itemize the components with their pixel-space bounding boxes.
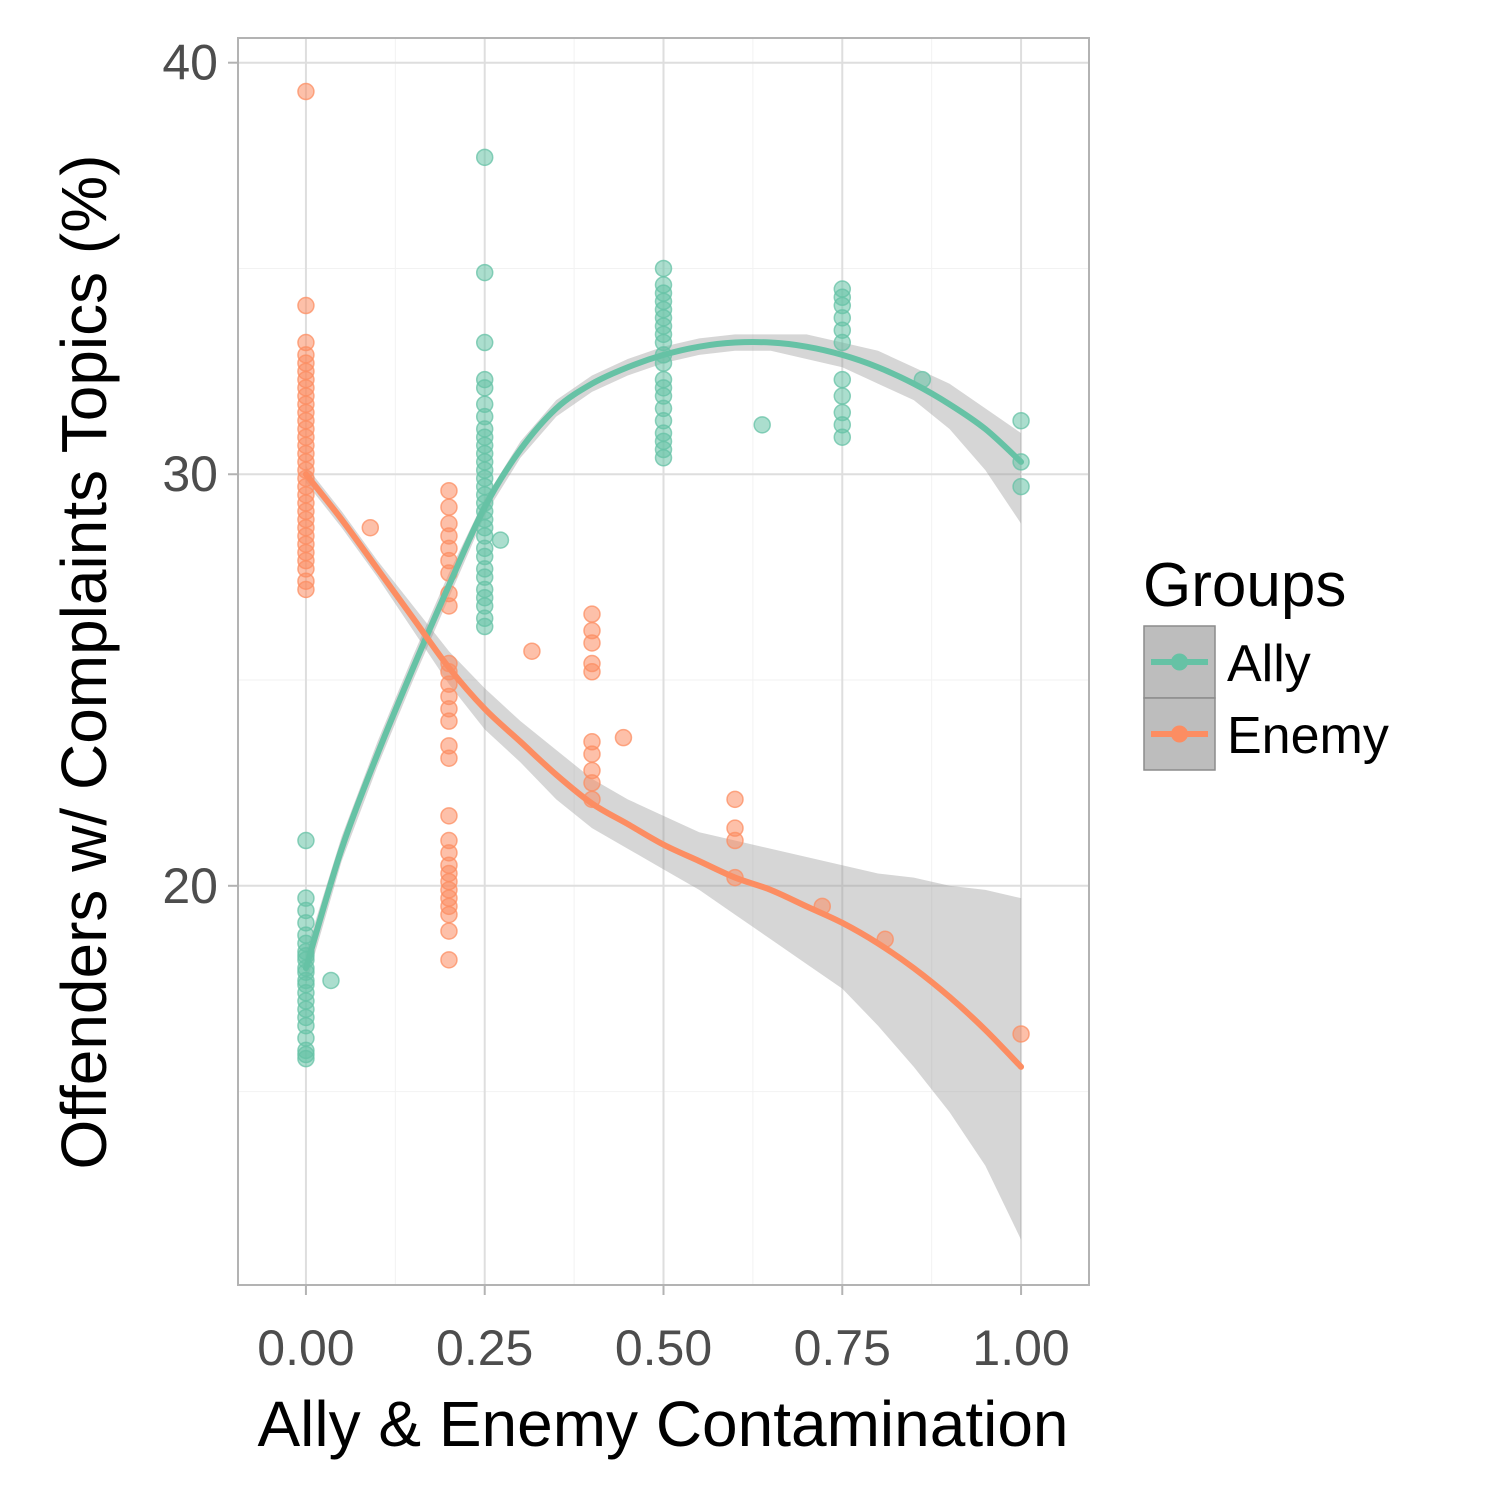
data-point-enemy — [583, 745, 601, 763]
data-point-ally — [1012, 477, 1030, 496]
y-tick-label: 20 — [162, 858, 218, 914]
x-tick-label: 0.00 — [257, 1320, 354, 1376]
data-point-enemy — [361, 518, 380, 537]
data-point-enemy — [440, 481, 458, 500]
data-point-enemy — [726, 831, 744, 850]
x-tick-label: 0.50 — [615, 1320, 712, 1376]
y-axis-title: Offenders w/ Complaints Topics (%) — [48, 155, 120, 1170]
x-tick-labels: 0.00 0.25 0.50 0.75 1.00 — [257, 1320, 1069, 1376]
data-point-ally — [654, 259, 673, 278]
data-point-enemy — [297, 82, 315, 101]
data-point-ally — [833, 387, 852, 405]
data-point-ally — [833, 333, 852, 352]
grid — [238, 38, 1089, 1285]
legend-marker-enemy — [1171, 725, 1188, 743]
data-point-enemy — [523, 642, 541, 660]
data-point-ally — [491, 531, 510, 549]
data-point-ally — [833, 428, 852, 446]
legend-title: Groups — [1143, 551, 1346, 620]
smooth-line-ally — [302, 339, 1025, 972]
data-point-ally — [1012, 411, 1030, 430]
data-point-ally — [475, 617, 494, 636]
data-point-ally — [475, 148, 494, 167]
data-point-enemy — [726, 790, 744, 809]
data-point-enemy — [440, 807, 458, 825]
data-point-ally — [654, 449, 673, 467]
confidence-bands — [305, 334, 1022, 1240]
data-point-enemy — [583, 663, 601, 681]
legend-keys: Ally Enemy — [1143, 625, 1389, 771]
data-point-ally — [475, 379, 494, 397]
data-point-ally — [297, 1049, 315, 1068]
data-point-enemy — [583, 634, 601, 652]
data-point-ally — [322, 971, 340, 990]
data-point-enemy — [583, 605, 601, 623]
smooth-line-enemy — [302, 471, 1025, 1070]
data-point-enemy — [614, 728, 633, 747]
axis-ticks — [228, 61, 1023, 1295]
data-point-enemy — [440, 951, 458, 969]
data-point-enemy — [583, 774, 601, 792]
scatter-points — [297, 82, 1030, 1068]
legend-marker-ally — [1171, 653, 1188, 671]
legend: Groups Ally Enemy — [1143, 551, 1389, 771]
x-tick-label: 1.00 — [972, 1320, 1069, 1376]
data-point-enemy — [297, 580, 315, 599]
legend-label-ally: Ally — [1227, 635, 1311, 693]
legend-label-enemy: Enemy — [1227, 707, 1389, 765]
data-point-enemy — [440, 749, 458, 767]
data-point-enemy — [440, 905, 458, 924]
data-point-enemy — [440, 712, 458, 730]
y-tick-label: 30 — [162, 446, 218, 502]
y-tick-label: 40 — [162, 35, 218, 91]
data-point-ally — [297, 831, 315, 850]
confidence-band-ally — [305, 334, 1022, 985]
data-point-enemy — [440, 922, 458, 940]
y-tick-labels: 20 30 40 — [162, 35, 218, 914]
data-point-enemy — [297, 296, 315, 315]
smooth-lines — [302, 339, 1025, 1070]
x-tick-label: 0.25 — [436, 1320, 533, 1376]
data-point-ally — [833, 370, 852, 389]
data-point-ally — [475, 333, 494, 352]
data-point-ally — [753, 416, 771, 434]
data-point-enemy — [1012, 1025, 1030, 1043]
data-point-ally — [475, 263, 494, 282]
data-point-enemy — [440, 498, 458, 516]
x-tick-label: 0.75 — [794, 1320, 891, 1376]
x-axis-title: Ally & Enemy Contamination — [257, 1388, 1068, 1460]
confidence-band-enemy — [305, 466, 1022, 1240]
